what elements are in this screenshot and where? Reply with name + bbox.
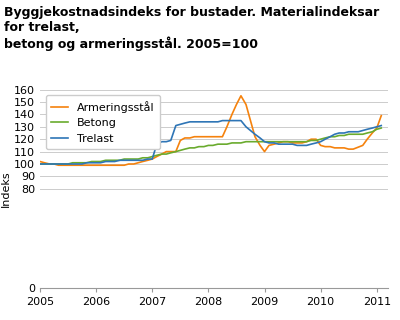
Line: Trelast: Trelast bbox=[40, 121, 381, 164]
Armeringsstål bbox=[38, 160, 42, 164]
Trelast bbox=[108, 160, 112, 164]
Betong bbox=[224, 142, 229, 146]
Text: Byggjekostnadsindeks for bustader. Materialindeksar for trelast,
betong og armer: Byggjekostnadsindeks for bustader. Mater… bbox=[4, 6, 379, 51]
Y-axis label: Indeks: Indeks bbox=[1, 171, 11, 207]
Trelast bbox=[351, 130, 356, 134]
Armeringsstål bbox=[351, 147, 356, 151]
Armeringsstål bbox=[337, 146, 342, 150]
Trelast bbox=[38, 162, 42, 166]
Betong bbox=[38, 162, 42, 166]
Armeringsstål bbox=[154, 155, 159, 158]
Armeringsstål bbox=[379, 114, 384, 117]
Armeringsstål bbox=[328, 145, 332, 148]
Trelast bbox=[234, 119, 239, 123]
Legend: Armeringsstål, Betong, Trelast: Armeringsstål, Betong, Trelast bbox=[46, 95, 160, 149]
Betong bbox=[379, 126, 384, 130]
Trelast bbox=[230, 119, 234, 123]
Armeringsstål bbox=[56, 163, 61, 167]
Armeringsstål bbox=[238, 94, 243, 98]
Trelast bbox=[220, 119, 225, 123]
Betong bbox=[346, 132, 351, 136]
Line: Armeringsstål: Armeringsstål bbox=[40, 96, 381, 165]
Trelast bbox=[112, 160, 117, 164]
Trelast bbox=[379, 124, 384, 127]
Betong bbox=[230, 141, 234, 145]
Betong bbox=[108, 158, 112, 162]
Armeringsstål bbox=[117, 163, 122, 167]
Armeringsstål bbox=[210, 135, 215, 139]
Line: Betong: Betong bbox=[40, 128, 381, 164]
Betong bbox=[150, 155, 155, 158]
Trelast bbox=[150, 157, 155, 161]
Betong bbox=[112, 158, 117, 162]
